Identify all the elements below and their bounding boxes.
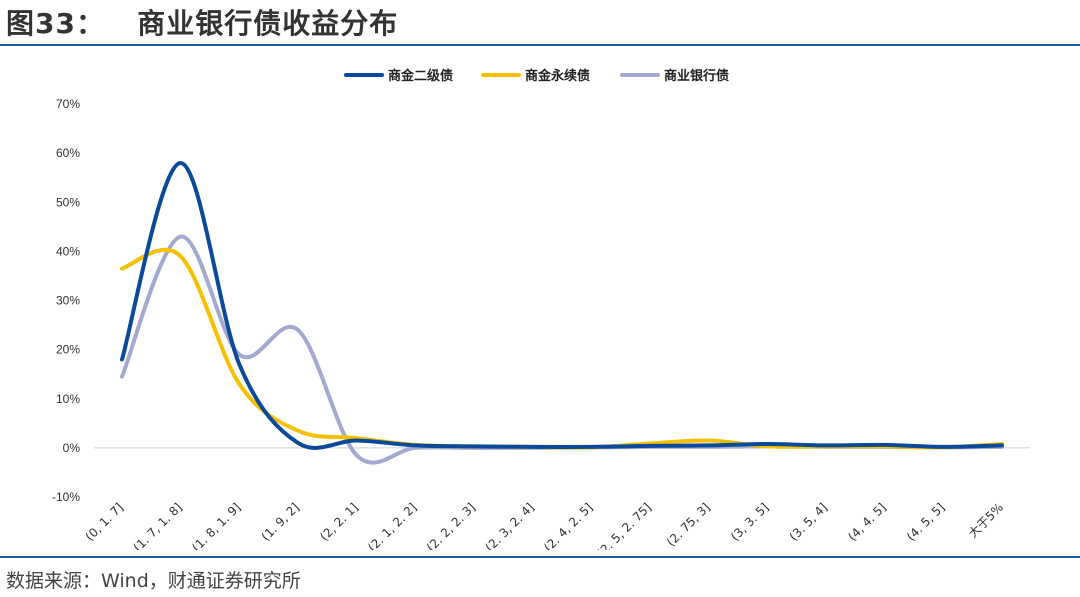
- y-tick-label: 60%: [56, 146, 80, 160]
- y-tick-label: 0%: [63, 441, 81, 455]
- y-tick-label: -10%: [52, 490, 80, 504]
- title-divider: [0, 44, 1080, 46]
- page-title: 图33： 商业银行债收益分布: [6, 7, 399, 40]
- y-tick-label: 70%: [56, 97, 80, 111]
- y-tick-label: 50%: [56, 195, 80, 209]
- source-note: 数据来源：Wind，财通证券研究所: [6, 570, 301, 592]
- x-tick-label: (1. 9, 2]: [259, 500, 303, 544]
- title-bar: 图33： 商业银行债收益分布: [0, 0, 1080, 44]
- x-tick-label: (2. 75, 3]: [664, 500, 713, 549]
- legend-label: 商金永续债: [525, 68, 590, 84]
- x-tick-label: (1. 7, 1. 8]: [130, 500, 184, 550]
- x-tick-label: (0, 1. 7]: [83, 500, 127, 544]
- series-lines: [120, 160, 1004, 465]
- x-axis: (0, 1. 7] (1. 7, 1. 8] (1. 8, 1. 9] (1. 9, …: [83, 447, 1030, 550]
- x-tick-label: (2. 3, 2. 4]: [482, 500, 536, 550]
- legend-label: 商业银行债: [664, 68, 729, 84]
- x-tick-label: 大于5%: [966, 500, 1006, 540]
- legend-label: 商金二级债: [388, 68, 453, 84]
- x-tick-label: (3. 5, 4]: [787, 500, 831, 544]
- y-tick-label: 10%: [56, 392, 80, 406]
- series-line-3: [120, 234, 1004, 465]
- x-tick-label: (2. 1, 2. 2]: [365, 500, 419, 550]
- x-tick-label: (1. 8, 1. 9]: [189, 500, 243, 550]
- y-tick-label: 40%: [56, 244, 80, 258]
- chart-legend: 商金二级债 商金永续债 商业银行债: [344, 68, 729, 84]
- series-line-1: [120, 160, 1004, 450]
- x-tick-label: (4, 4. 5]: [845, 500, 889, 544]
- footer-divider: [0, 556, 1080, 558]
- y-tick-label: 20%: [56, 343, 80, 357]
- y-axis: -10% 0% 10% 20% 30% 40% 50% 60% 70%: [52, 97, 80, 504]
- y-tick-label: 30%: [56, 294, 80, 308]
- series-line-2: [120, 247, 1004, 450]
- x-tick-label: (2, 2. 1]: [317, 500, 361, 544]
- x-tick-label: (4. 5, 5]: [904, 500, 948, 544]
- x-tick-label: (3, 3. 5]: [728, 500, 772, 544]
- chart-area: 商金二级债 商金永续债 商业银行债 -10% 0% 10% 20% 30% 40% 50% 60%…: [52, 68, 1030, 550]
- x-tick-label: (2. 5, 2. 75]: [594, 500, 654, 550]
- x-tick-label: (2. 2, 2. 3]: [424, 500, 478, 550]
- x-tick-label: (2. 4, 2. 5]: [541, 500, 595, 550]
